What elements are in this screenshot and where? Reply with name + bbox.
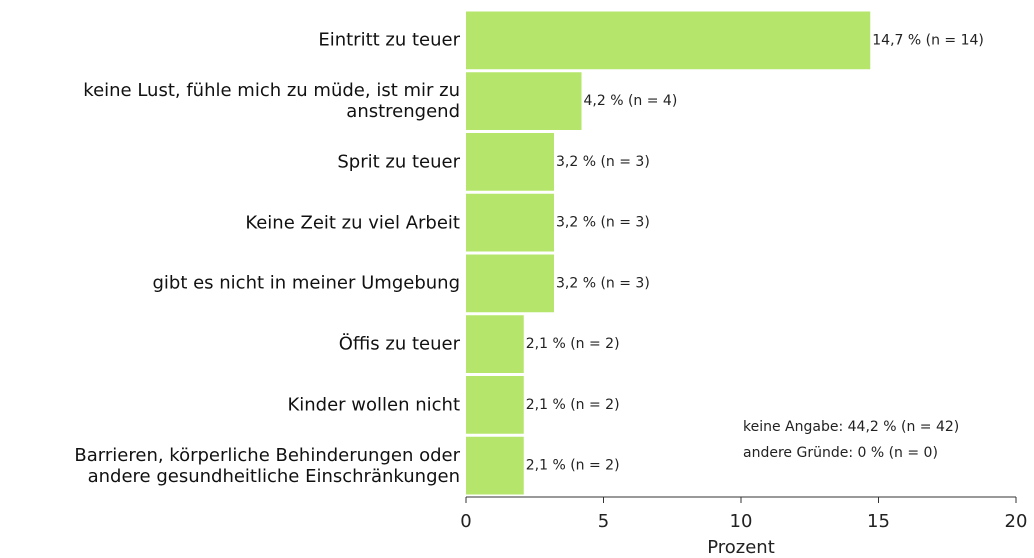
data-label: 3,2 % (n = 3): [556, 215, 650, 231]
annotation: keine Angabe: 44,2 % (n = 42): [743, 419, 959, 435]
x-tick-label: 0: [460, 511, 471, 532]
bar: [466, 315, 524, 373]
y-tick-label: keine Lust, fühle mich zu müde, ist mir …: [83, 80, 460, 123]
data-label: 3,2 % (n = 3): [556, 154, 650, 170]
annotation: andere Gründe: 0 % (n = 0): [743, 445, 938, 461]
data-label: 14,7 % (n = 14): [872, 32, 984, 48]
x-axis-label: Prozent: [707, 537, 775, 558]
data-label: 3,2 % (n = 3): [556, 275, 650, 291]
x-tick-label: 15: [867, 511, 890, 532]
bar: [466, 254, 554, 313]
data-label: 4,2 % (n = 4): [584, 93, 678, 109]
y-tick-label: Kinder wollen nicht: [287, 394, 460, 416]
x-tick-label: 5: [598, 511, 609, 532]
y-tick-label: Barrieren, körperliche Behinderungen ode…: [74, 444, 460, 487]
y-tick-label: Eintritt zu teuer: [318, 29, 460, 51]
y-tick-label: Keine Zeit zu viel Arbeit: [245, 212, 460, 234]
bar: [466, 376, 524, 434]
bar: [466, 133, 554, 191]
bar: [466, 11, 871, 70]
data-label: 2,1 % (n = 2): [526, 336, 620, 352]
x-tick-label: 20: [1005, 511, 1028, 532]
bar: [466, 436, 524, 495]
data-label: 2,1 % (n = 2): [526, 397, 620, 413]
bar: [466, 193, 554, 252]
bar: [466, 72, 582, 130]
y-tick-label: Sprit zu teuer: [337, 151, 460, 173]
y-tick-label: Öffis zu teuer: [338, 333, 460, 355]
y-tick-label: gibt es nicht in meiner Umgebung: [152, 272, 460, 294]
x-tick-label: 10: [730, 511, 753, 532]
data-label: 2,1 % (n = 2): [526, 458, 620, 474]
